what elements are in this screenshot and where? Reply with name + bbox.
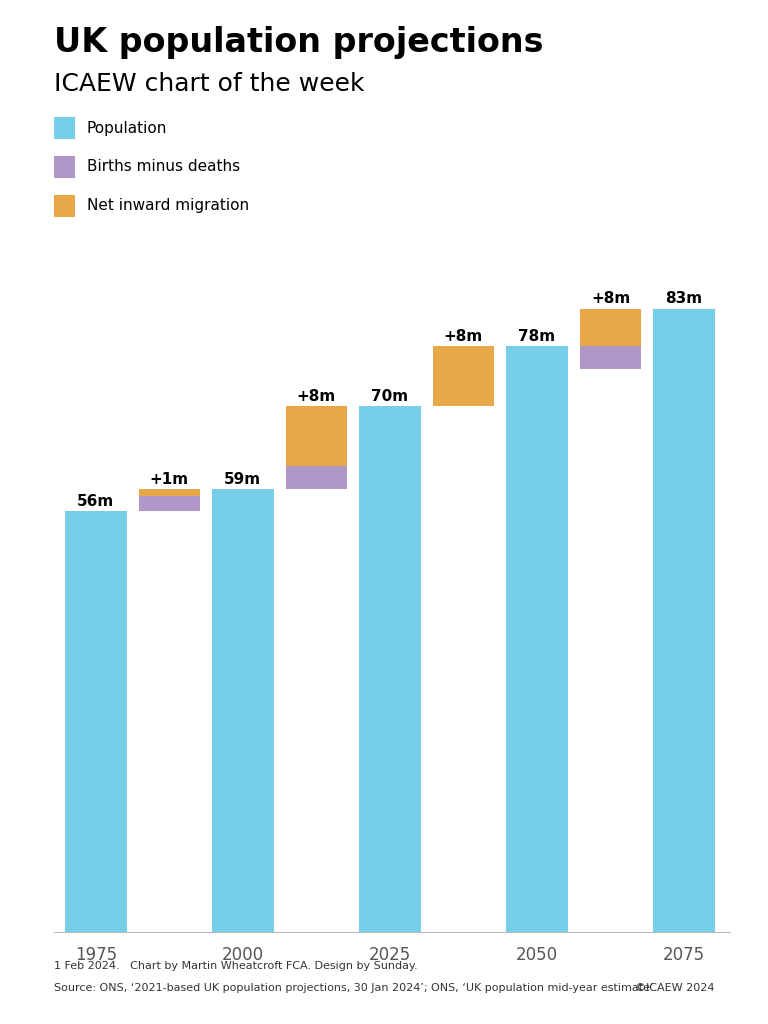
Text: +2m: +2m	[150, 495, 189, 510]
Bar	[212, 488, 273, 932]
Text: ICAEW chart of the week: ICAEW chart of the week	[54, 72, 364, 95]
Bar	[580, 346, 641, 369]
Bar	[432, 346, 495, 407]
Bar	[654, 308, 715, 932]
Bar	[580, 308, 641, 369]
Text: -3m: -3m	[594, 347, 627, 362]
Bar	[286, 407, 347, 466]
Text: 1 Feb 2024.   Chart by Martin Wheatcroft FCA. Design by Sunday.: 1 Feb 2024. Chart by Martin Wheatcroft F…	[54, 961, 417, 971]
Bar	[359, 407, 421, 932]
Text: 78m: 78m	[518, 329, 555, 344]
Text: +3m: +3m	[296, 472, 336, 487]
Bar	[506, 346, 568, 932]
Text: +8m: +8m	[444, 329, 483, 344]
Text: +8m: +8m	[296, 389, 336, 403]
Bar	[286, 466, 347, 488]
Bar	[138, 497, 200, 511]
Text: UK population projections: UK population projections	[54, 26, 543, 58]
Text: Source: ONS, ‘2021-based UK population projections, 30 Jan 2024’; ONS, ‘UK popul: Source: ONS, ‘2021-based UK population p…	[54, 983, 657, 993]
Text: Net inward migration: Net inward migration	[87, 199, 249, 213]
Text: +1m: +1m	[150, 471, 189, 486]
Text: Births minus deaths: Births minus deaths	[87, 160, 240, 174]
Text: 70m: 70m	[372, 389, 409, 403]
Text: ©ICAEW 2024: ©ICAEW 2024	[634, 983, 714, 993]
Bar	[65, 511, 127, 932]
Text: -0m: -0m	[447, 390, 480, 404]
Text: 83m: 83m	[666, 291, 703, 306]
Text: 56m: 56m	[77, 494, 114, 509]
Text: +8m: +8m	[591, 291, 631, 306]
Bar	[138, 488, 200, 497]
Text: 59m: 59m	[224, 471, 261, 486]
Text: Population: Population	[87, 121, 167, 135]
